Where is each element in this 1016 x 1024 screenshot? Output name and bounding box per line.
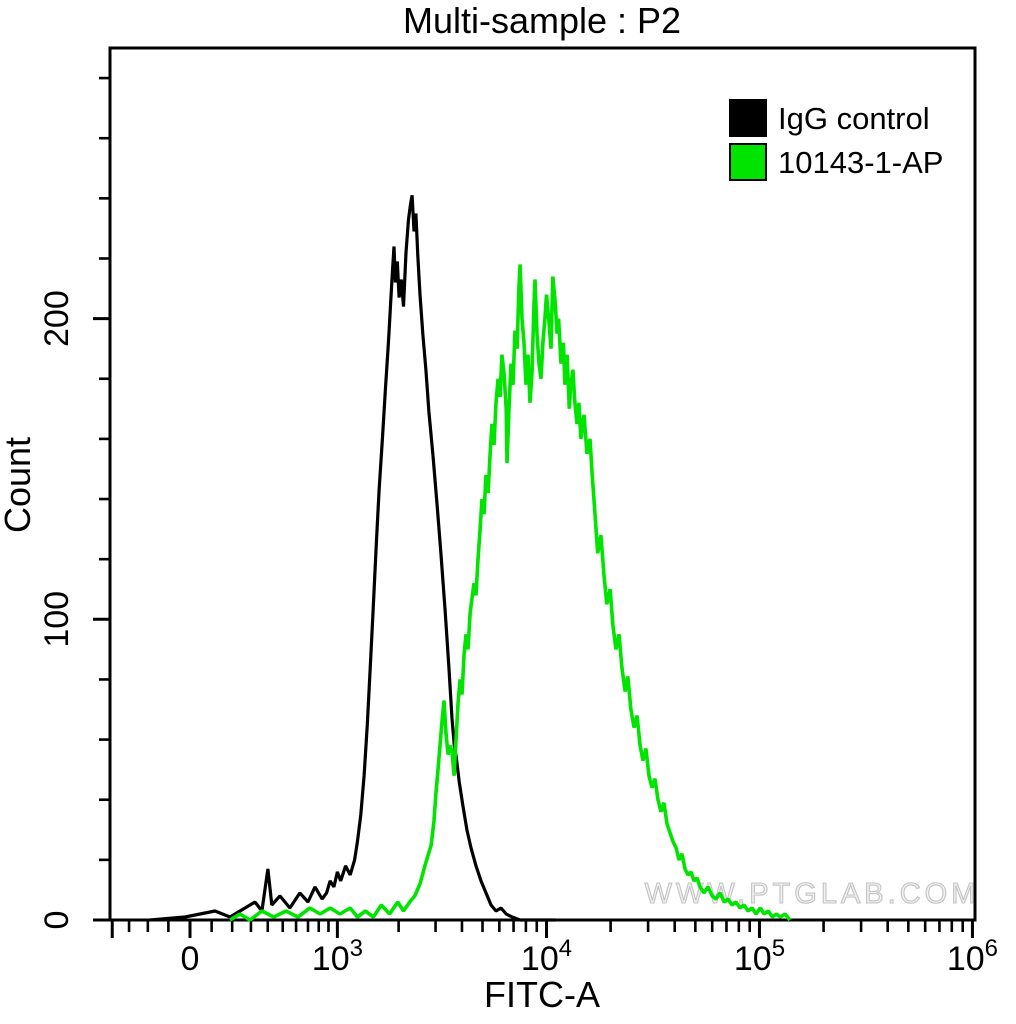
watermark: WWW.PTGLAB.COM [645, 878, 980, 910]
legend: IgG control 10143-1-AP [729, 99, 943, 181]
legend-swatch-10143-1-ap [729, 143, 767, 181]
curve-igg-control [149, 195, 556, 922]
y-axis-tick-label: 200 [38, 290, 76, 347]
x-axis-tick-label: 0 [181, 940, 200, 978]
histogram-curves [149, 195, 792, 922]
x-axis-ticks: 0 103 104 105 106 [110, 920, 998, 978]
legend-swatch-igg-control [729, 99, 767, 137]
x-axis-tick-label: 106 [947, 935, 998, 978]
x-axis-tick-label: 103 [312, 935, 363, 978]
x-axis-label: FITC-A [484, 974, 600, 1015]
chart-title: Multi-sample : P2 [403, 0, 681, 41]
legend-label-10143-1-ap: 10143-1-AP [778, 145, 943, 180]
y-axis-tick-label: 100 [38, 591, 76, 648]
x-axis-tick-label: 105 [734, 935, 785, 978]
y-axis-ticks: 0 100 200 [38, 76, 110, 930]
y-axis-tick-label: 0 [38, 911, 76, 930]
curve-10143-1-ap [229, 264, 792, 922]
legend-label-igg-control: IgG control [778, 101, 930, 136]
y-axis-label: Count [0, 437, 38, 533]
x-axis-tick-label: 104 [521, 935, 572, 978]
